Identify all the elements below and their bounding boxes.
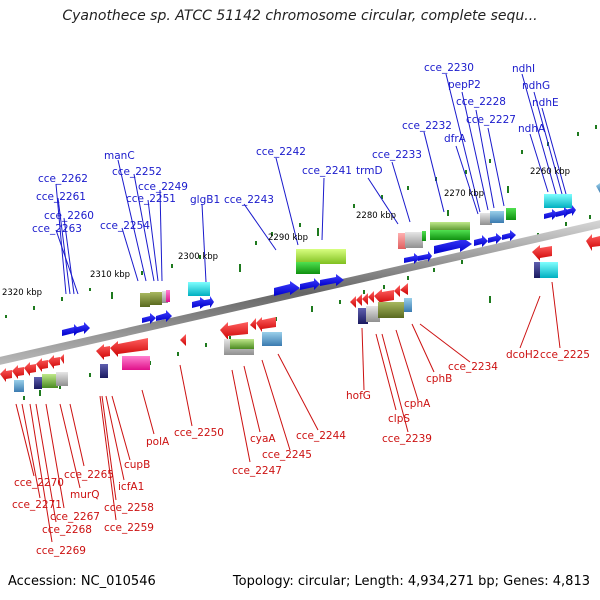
forward-genes[interactable] — [62, 183, 600, 336]
top-leader-lines — [55, 73, 567, 295]
gene-label: pepP2 — [448, 79, 481, 91]
gene-label: icfA1 — [118, 481, 144, 493]
gene-label: cce_2242 — [256, 146, 306, 158]
gene-label: cce_2247 — [232, 465, 282, 477]
gene-label: cce_2261 — [36, 191, 86, 203]
gene-label: cce_2230 — [424, 62, 474, 74]
gene-label: cce_2228 — [456, 96, 506, 108]
genome-summary: Topology: circular; Length: 4,934,271 bp… — [232, 574, 590, 589]
gene-label: cce_2268 — [42, 524, 92, 536]
gene-label: cce_2270 — [14, 477, 64, 489]
kbp-labels: 2320 kbp 2310 kbp 2300 kbp 2290 kbp 2280… — [2, 167, 570, 298]
gene-label: cce_2269 — [36, 545, 86, 557]
gene-label: cce_2265 — [64, 469, 114, 481]
gene-label: cce_2260 — [44, 210, 94, 222]
gene-label: cce_2239 — [382, 433, 432, 445]
gene-label: cce_2251 — [126, 193, 176, 205]
gene-label: cce_2267 — [50, 511, 100, 523]
gene-label: cce_2225 — [540, 349, 590, 361]
gene-label: cce_2250 — [174, 427, 224, 439]
gene-label: cphA — [404, 398, 431, 410]
gene-label: cce_2254 — [100, 220, 150, 232]
chromosome-backbone — [0, 220, 600, 365]
gene-label: cce_2263 — [32, 223, 82, 235]
accession-label: Accession: NC_010546 — [8, 574, 156, 589]
gene-label: trmD — [356, 165, 383, 177]
gene-label: dcoH2 — [506, 349, 539, 361]
kbp-label: 2310 kbp — [90, 270, 130, 280]
gene-label: glgB1 — [190, 194, 220, 206]
bottom-leader-lines — [15, 281, 561, 543]
gene-label: cce_2249 — [138, 181, 188, 193]
gene-label: cce_2233 — [372, 149, 422, 161]
gene-label: cphB — [426, 373, 452, 385]
gene-label: cce_2234 — [448, 361, 498, 373]
gene-label: cyaA — [250, 433, 276, 445]
bottom-gene-labels[interactable]: cce_2270 cce_2271 cce_2265 murQ cce_2267… — [12, 349, 590, 557]
gene-label: cce_2241 — [302, 165, 352, 177]
gene-label: cupB — [124, 459, 150, 471]
gene-label: hofG — [346, 390, 371, 402]
kbp-label: 2260 kbp — [530, 167, 570, 177]
gene-label: cce_2243 — [224, 194, 274, 206]
gene-label: cce_2262 — [38, 173, 88, 185]
gene-label: clpS — [388, 413, 410, 425]
gene-label: manC — [104, 150, 135, 162]
gene-label: cce_2227 — [466, 114, 516, 126]
gene-label: polA — [146, 436, 170, 448]
map-title: Cyanothece sp. ATCC 51142 chromosome cir… — [62, 8, 538, 24]
kbp-label: 2280 kbp — [356, 211, 396, 221]
kbp-label: 2300 kbp — [178, 252, 218, 262]
gene-label: ndhA — [518, 123, 546, 135]
gene-label: ndhE — [532, 97, 559, 109]
kbp-label: 2320 kbp — [2, 288, 42, 298]
kbp-label: 2290 kbp — [268, 233, 308, 243]
reverse-genes[interactable] — [0, 234, 600, 392]
gene-label: cce_2271 — [12, 499, 62, 511]
gene-label: cce_2259 — [104, 522, 154, 534]
gene-label: cce_2245 — [262, 449, 312, 461]
gene-label: cce_2258 — [104, 502, 154, 514]
kbp-label: 2270 kbp — [444, 189, 484, 199]
gene-label: ndhI — [512, 63, 535, 75]
gene-label: cce_2232 — [402, 120, 452, 132]
gene-label: murQ — [70, 489, 99, 501]
gene-label: ndhG — [522, 80, 550, 92]
gene-label: cce_2252 — [112, 166, 162, 178]
gene-label: dfrA — [444, 133, 467, 145]
gene-label: cce_2244 — [296, 430, 346, 442]
top-gene-labels[interactable]: cce_2262 cce_2261 cce_2260 cce_2263 manC… — [32, 62, 559, 235]
